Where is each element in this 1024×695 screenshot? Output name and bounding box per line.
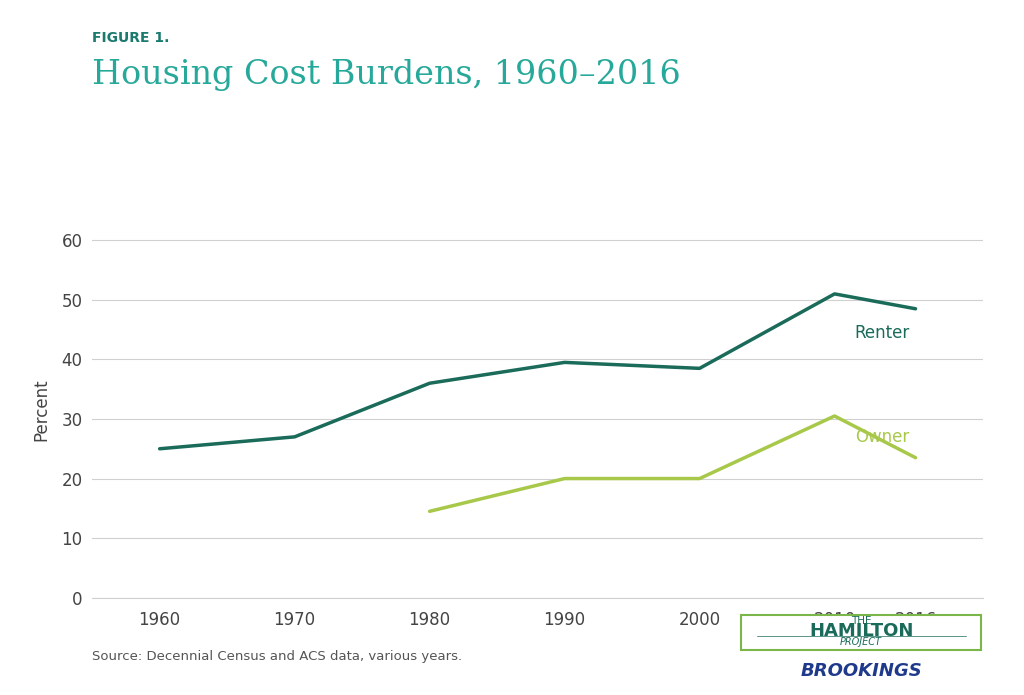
Y-axis label: Percent: Percent xyxy=(32,379,50,441)
Text: Source: Decennial Census and ACS data, various years.: Source: Decennial Census and ACS data, v… xyxy=(92,650,462,663)
Text: THE: THE xyxy=(851,616,871,626)
FancyBboxPatch shape xyxy=(741,614,981,650)
Text: FIGURE 1.: FIGURE 1. xyxy=(92,31,170,45)
Text: PROJECT: PROJECT xyxy=(840,637,883,647)
Text: BROOKINGS: BROOKINGS xyxy=(801,662,922,680)
Text: Owner: Owner xyxy=(855,428,909,446)
Text: Housing Cost Burdens, 1960–2016: Housing Cost Burdens, 1960–2016 xyxy=(92,59,681,91)
Text: Renter: Renter xyxy=(855,324,910,342)
Text: HAMILTON: HAMILTON xyxy=(809,622,913,640)
